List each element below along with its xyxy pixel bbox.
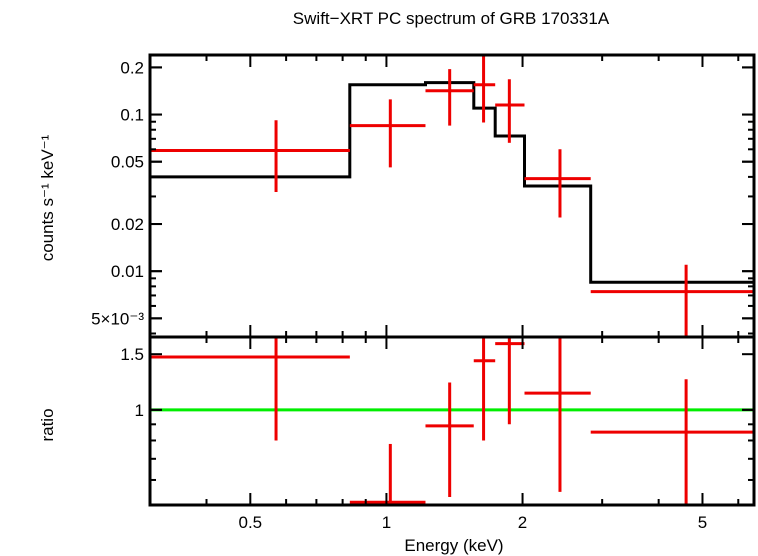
ratio-data-point-3: [425, 382, 474, 498]
y-axis-label-ratio: ratio: [38, 408, 57, 441]
spectrum-data-point-7: [590, 264, 754, 337]
spectrum-y-tick-label-5: 0.01: [111, 262, 144, 281]
spectrum-y-tick-label-4: 0.02: [111, 215, 144, 234]
spectrum-y-tick-label-2: 0.1: [120, 106, 144, 125]
spectrum-data-point-3: [425, 69, 474, 126]
x-tick-label-3: 2: [518, 513, 527, 532]
spectrum-frame: [148, 53, 756, 339]
spectrum-model-line: [150, 81, 754, 284]
spectrum-data-point-1: [150, 120, 350, 193]
ratio-data-point-2: [349, 443, 426, 505]
ratio-y-tick-label-1: 1.5: [120, 345, 144, 364]
chart-title: Swift−XRT PC spectrum of GRB 170331A: [293, 9, 610, 28]
x-tick-label-2: 1: [382, 513, 391, 532]
ratio-frame: [148, 335, 756, 507]
ratio-data-point-7: [590, 379, 754, 505]
ratio-data-point-1: [150, 337, 350, 441]
y-axis-label-spectrum: counts s⁻¹ keV⁻¹: [38, 134, 57, 261]
ratio-data-point-5: [495, 337, 525, 425]
ratio-y-tick-label-2: 1: [135, 401, 144, 420]
spectrum-data-point-5: [495, 79, 525, 143]
spectrum-panel: 0.2 0.1 0.05 0.02 0.01 5×10⁻³: [91, 53, 756, 339]
spectrum-y-tick-label-3: 0.05: [111, 153, 144, 172]
x-tick-label-1: 0.5: [238, 513, 262, 532]
spectrum-y-tick-label-6: 5×10⁻³: [91, 309, 144, 328]
ratio-data-point-6: [524, 337, 591, 492]
spectrum-data-point-4: [473, 55, 496, 123]
x-axis-label: Energy (keV): [404, 536, 503, 555]
spectrum-y-tick-label-1: 0.2: [120, 58, 144, 77]
spectrum-data-point-2: [349, 99, 426, 168]
ratio-panel: 1.5 1 0.5 1 2 5: [120, 335, 756, 532]
spectrum-data-point-6: [524, 149, 591, 218]
ratio-data-point-4: [473, 337, 496, 441]
x-tick-label-4: 5: [698, 513, 707, 532]
